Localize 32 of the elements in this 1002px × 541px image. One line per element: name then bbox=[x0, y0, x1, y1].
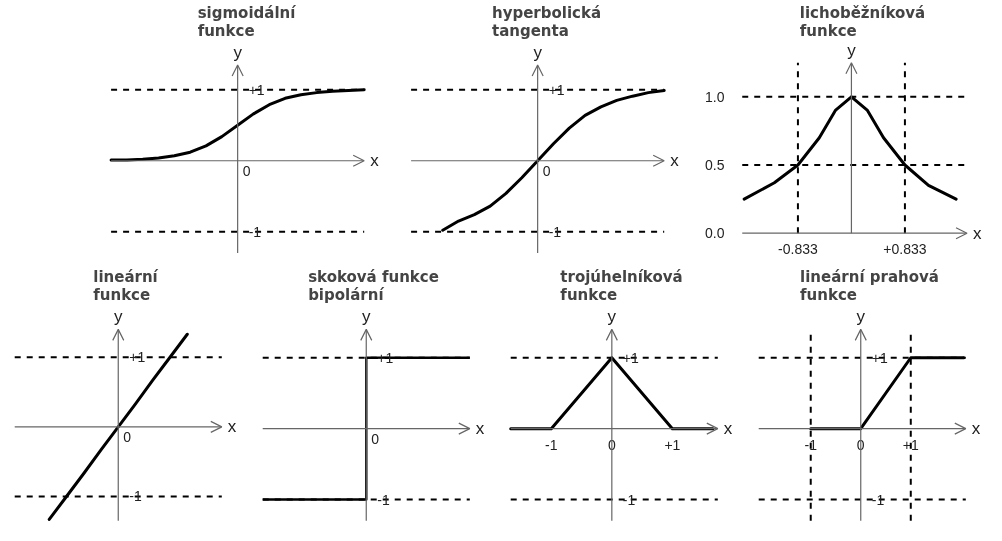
x-axis-title: x bbox=[670, 151, 680, 171]
x-axis-title: x bbox=[971, 419, 981, 439]
chart-title: hyperbolická tangenta bbox=[491, 3, 602, 40]
chart-title: lineární prahová funkce bbox=[800, 267, 939, 304]
chart-title: lichoběžníková funkce bbox=[799, 3, 926, 40]
y-axis-title: y bbox=[847, 40, 857, 60]
x-tick-label: -0.833 bbox=[778, 241, 818, 258]
y-axis-title: y bbox=[856, 307, 866, 327]
y-axis-title: y bbox=[114, 307, 123, 327]
x-axis-title: x bbox=[723, 419, 733, 439]
x-tick-label: 0 bbox=[607, 436, 616, 453]
annotation: 0 bbox=[242, 162, 251, 179]
chart-title: lineární funkce bbox=[93, 267, 159, 304]
chart-title: trojúhelníková funkce bbox=[560, 267, 683, 304]
y-axis-title: y bbox=[233, 42, 243, 62]
x-axis-title: x bbox=[973, 223, 983, 243]
x-tick-label: +0.833 bbox=[883, 241, 927, 258]
x-axis-title: x bbox=[370, 151, 380, 171]
x-tick-label: -1 bbox=[804, 436, 818, 453]
y-tick-label: 0.0 bbox=[705, 225, 725, 242]
annotation: 0 bbox=[542, 162, 551, 179]
x-axis-title: x bbox=[227, 417, 237, 437]
chart-title: sigmoidální funkce bbox=[197, 3, 297, 40]
y-axis-title: y bbox=[362, 307, 371, 327]
x-tick-label: +1 bbox=[664, 436, 681, 453]
x-tick-label: +1 bbox=[902, 436, 919, 453]
y-tick-label: 0.5 bbox=[705, 157, 725, 173]
y-tick-label: 1.0 bbox=[705, 88, 725, 105]
y-axis-title: y bbox=[607, 307, 617, 327]
x-axis-title: x bbox=[475, 419, 485, 439]
chart-title: skoková funkce bipolární bbox=[308, 267, 439, 304]
y-axis-title: y bbox=[533, 42, 543, 62]
